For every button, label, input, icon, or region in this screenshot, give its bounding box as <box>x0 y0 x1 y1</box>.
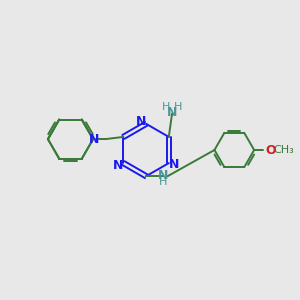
Text: N: N <box>136 115 146 128</box>
Text: N: N <box>158 169 168 182</box>
Text: N: N <box>167 106 177 118</box>
Text: N: N <box>89 133 99 146</box>
Text: CH₃: CH₃ <box>274 145 294 155</box>
Text: H: H <box>174 102 182 112</box>
Text: H: H <box>162 102 170 112</box>
Text: H: H <box>159 177 167 187</box>
Text: O: O <box>265 143 276 157</box>
Text: N: N <box>113 159 124 172</box>
Text: N: N <box>169 158 179 171</box>
